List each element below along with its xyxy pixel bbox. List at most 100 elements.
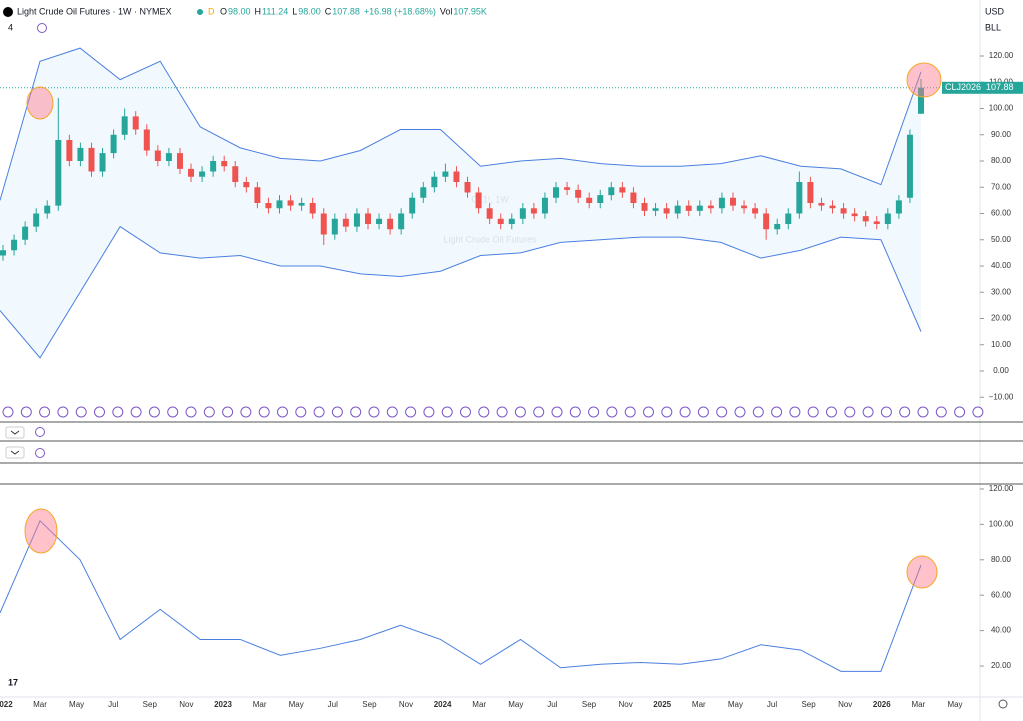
candle-body [199,171,206,177]
candle-body [508,218,515,224]
candle-body [33,213,40,227]
candle-body [553,187,560,198]
candle-body [486,208,493,219]
y-tick-label: 80.00 [991,555,1012,564]
candle-body [475,192,482,209]
event-icon [277,406,288,418]
event-icon [679,406,691,418]
candle-body [398,213,405,230]
candle-body [409,197,416,214]
candle-body [619,187,626,193]
candle-body [0,250,6,256]
candle-body [376,218,383,224]
event-icon [752,406,764,418]
event-icon [167,406,179,418]
candle-body [188,168,195,177]
event-icon [386,406,398,418]
event-icon [39,406,51,418]
candle-body [210,160,217,172]
event-icon [222,406,234,418]
candle-body [453,171,460,182]
ohlc-label: O [220,6,227,16]
band-line [0,225,922,359]
unit[interactable]: BLL [985,22,1001,32]
y-tick-label: 40.00 [991,626,1012,635]
x-tick-label: Mar [253,700,267,709]
candle-body [519,208,526,219]
event-icon [203,406,215,418]
event-icon [899,406,911,418]
candle-body [696,205,703,211]
indicator-count[interactable]: 4 [8,22,13,32]
watermark: CL1!, 1W [471,194,509,204]
x-tick-label: Sep [582,700,597,709]
event-icon [405,406,417,418]
candle-body [685,205,692,211]
event-icon [75,406,87,418]
event-icon [185,406,197,418]
ohlc-label: C [325,6,332,16]
collapse-button[interactable] [5,446,25,459]
event-icon [844,406,856,418]
event-icon [313,406,325,418]
event-icon [258,406,270,418]
indicator-icon[interactable] [37,23,47,33]
y-tick-label: −10.00 [989,392,1014,401]
x-tick-label: Nov [179,700,193,709]
candle-body [342,218,349,227]
candle-body [862,216,869,222]
candle-body [796,181,803,214]
event-icon [94,406,105,418]
candle-body [298,202,305,206]
event-icon [514,406,526,418]
candle-body [608,187,615,196]
event-icon [826,406,837,418]
event-icon [478,406,490,418]
y-tick-label: 40.00 [991,261,1012,270]
symbol-title[interactable]: Light Crude Oil Futures · 1W · NYMEX [17,6,172,16]
ohlc-label: L [292,6,297,16]
x-tick-label: Mar [912,700,926,709]
candle-body [11,239,18,251]
y-tick-label: 20.00 [991,661,1012,670]
x-tick-label: May [508,700,523,709]
ohlc-label: H [255,6,262,16]
candle-body [121,116,128,135]
change: +16.98 (+18.68%) [364,6,436,16]
badge: D [208,6,215,16]
collapse-button[interactable] [5,426,25,439]
ohlc-value: 98.00 [298,6,321,16]
candle-body [110,134,117,154]
event-icon [789,406,801,418]
event-icon [112,406,124,418]
ohlc-value: 98.00 [228,6,251,16]
y-tick-label: 70.00 [991,182,1012,191]
y-tick-label: 30.00 [991,287,1012,296]
highlight-ellipse [24,508,58,554]
x-tick-label: Jul [767,700,777,709]
event-icon [350,406,362,418]
x-tick-label: May [947,700,962,709]
event-icon [917,406,929,418]
chevron [10,450,20,455]
candle-body [77,147,84,161]
candle-body [364,213,371,224]
event-icon [771,406,783,418]
candle-body [66,139,73,161]
candle-body [309,202,316,214]
indicator-icon[interactable] [35,427,45,437]
candle-body [176,153,183,169]
currency[interactable]: USD [985,6,1005,16]
indicator-icon[interactable] [35,448,45,458]
settings-icon[interactable] [998,699,1008,709]
candle-body [663,208,670,214]
x-tick-label: May [69,700,84,709]
candle-body [387,218,394,230]
candle-body [320,213,327,235]
y-tick-label: 120.00 [989,484,1014,493]
y-tick-label: 0.00 [993,366,1009,375]
event-icon [368,406,380,418]
candle-body [586,197,593,203]
candle-body [918,87,924,114]
